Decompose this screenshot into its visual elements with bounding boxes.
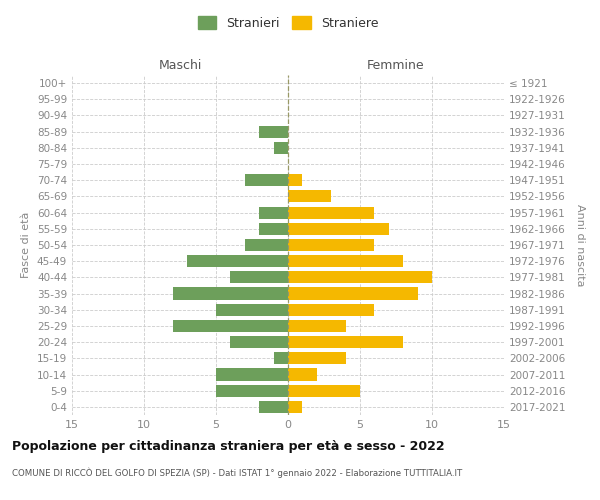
Text: Femmine: Femmine (367, 59, 425, 72)
Y-axis label: Fasce di età: Fasce di età (22, 212, 31, 278)
Text: COMUNE DI RICCÒ DEL GOLFO DI SPEZIA (SP) - Dati ISTAT 1° gennaio 2022 - Elaboraz: COMUNE DI RICCÒ DEL GOLFO DI SPEZIA (SP)… (12, 468, 462, 478)
Bar (288, 384, 360, 397)
Bar (288, 352, 346, 364)
Bar (288, 174, 302, 186)
Bar (288, 368, 317, 380)
Y-axis label: Anni di nascita: Anni di nascita (575, 204, 585, 286)
Bar (288, 190, 331, 202)
Bar (187, 255, 288, 268)
Bar (288, 255, 403, 268)
Bar (173, 288, 288, 300)
Text: Maschi: Maschi (158, 59, 202, 72)
Bar (288, 222, 389, 235)
Bar (288, 304, 374, 316)
Bar (230, 272, 288, 283)
Bar (288, 288, 418, 300)
Bar (216, 304, 288, 316)
Bar (245, 239, 288, 251)
Bar (274, 352, 288, 364)
Bar (259, 206, 288, 218)
Bar (288, 320, 346, 332)
Bar (259, 222, 288, 235)
Bar (216, 384, 288, 397)
Bar (288, 401, 302, 413)
Bar (259, 126, 288, 138)
Bar (173, 320, 288, 332)
Bar (274, 142, 288, 154)
Bar (288, 336, 403, 348)
Legend: Stranieri, Straniere: Stranieri, Straniere (193, 11, 383, 35)
Bar (259, 401, 288, 413)
Bar (230, 336, 288, 348)
Text: Popolazione per cittadinanza straniera per età e sesso - 2022: Popolazione per cittadinanza straniera p… (12, 440, 445, 453)
Bar (245, 174, 288, 186)
Bar (288, 206, 374, 218)
Bar (288, 272, 432, 283)
Bar (216, 368, 288, 380)
Bar (288, 239, 374, 251)
